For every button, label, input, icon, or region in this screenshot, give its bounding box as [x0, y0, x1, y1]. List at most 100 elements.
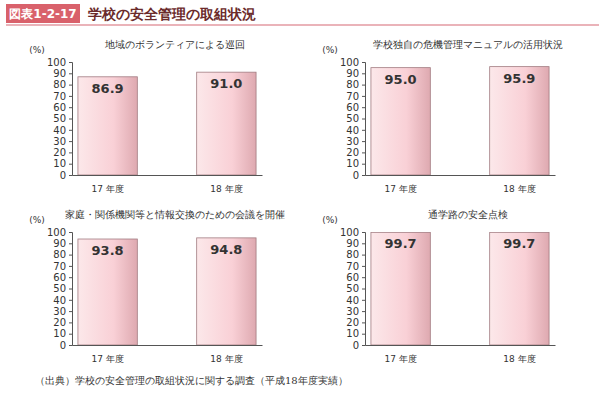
y-tick-mark	[69, 85, 72, 86]
y-tick-mark	[69, 266, 72, 267]
y-tick-label: 40	[53, 295, 66, 306]
y-tick-label: 30	[346, 306, 359, 317]
chart-title: 地域のボランティアによる巡回	[104, 39, 245, 50]
y-tick-mark	[362, 266, 365, 267]
y-tick-label: 40	[346, 295, 359, 306]
y-tick: 10	[53, 158, 72, 169]
y-tick: 50	[346, 283, 365, 294]
y-tick-label: 90	[53, 238, 66, 249]
y-tick-label: 90	[346, 238, 359, 249]
y-tick-mark	[362, 255, 365, 256]
y-tick-mark	[362, 277, 365, 278]
y-tick: 100	[340, 57, 365, 68]
chart: 通学路の安全点検(%)010203040506070809010017 年度18…	[322, 209, 555, 364]
data-label: 99.7	[503, 236, 535, 251]
y-tick-mark	[362, 73, 365, 74]
chart: 地域のボランティアによる巡回(%)01020304050607080901001…	[29, 39, 262, 194]
data-label: 86.9	[92, 81, 124, 96]
y-tick-label: 0	[353, 340, 359, 351]
y-tick: 80	[53, 79, 72, 90]
data-label: 99.7	[385, 236, 417, 251]
y-tick: 30	[53, 136, 72, 147]
y-tick-label: 90	[346, 68, 359, 79]
y-tick-mark	[362, 141, 365, 142]
y-tick: 20	[53, 147, 72, 158]
y-tick: 20	[346, 317, 365, 328]
y-tick: 10	[346, 328, 365, 339]
chart-title: 通学路の安全点検	[428, 209, 508, 220]
y-tick: 30	[346, 136, 365, 147]
y-tick-label: 30	[346, 136, 359, 147]
x-tick-label: 18 年度	[503, 184, 535, 194]
y-tick: 40	[53, 295, 72, 306]
y-tick-label: 50	[53, 283, 66, 294]
header-title: 学校の安全管理の取組状況	[88, 6, 256, 22]
y-axis-line	[69, 63, 73, 176]
x-axis-line	[366, 175, 556, 176]
y-axis: 0102030405060708090100	[340, 57, 366, 181]
y-tick-mark	[69, 277, 72, 278]
y-tick-mark	[362, 175, 365, 176]
x-tick-label: 18 年度	[210, 354, 242, 364]
y-tick-mark	[362, 311, 365, 312]
plot-area	[371, 67, 549, 175]
y-tick: 20	[346, 147, 365, 158]
y-tick: 30	[53, 306, 72, 317]
y-axis: 0102030405060708090100	[47, 227, 73, 351]
y-tick-label: 50	[346, 113, 359, 124]
header-badge	[6, 4, 80, 23]
y-tick-label: 100	[340, 227, 359, 238]
x-axis: 17 年度 18 年度	[73, 346, 263, 364]
plot-area	[78, 238, 256, 345]
y-tick-label: 60	[346, 102, 359, 113]
y-tick-label: 60	[53, 102, 66, 113]
x-tick-label: 17 年度	[91, 354, 123, 364]
y-tick-mark	[69, 289, 72, 290]
x-tick-label: 18 年度	[210, 184, 242, 194]
y-tick-label: 20	[53, 317, 66, 328]
y-tick-label: 20	[53, 147, 66, 158]
y-tick: 60	[346, 272, 365, 283]
data-labels: 93.894.8	[92, 242, 243, 258]
y-tick-label: 70	[346, 91, 359, 102]
y-tick-label: 90	[53, 68, 66, 79]
data-label: 95.9	[503, 71, 535, 86]
y-tick-mark	[362, 130, 365, 131]
y-tick-label: 10	[346, 158, 359, 169]
y-tick-label: 50	[346, 283, 359, 294]
y-tick-label: 60	[53, 272, 66, 283]
y-tick: 0	[353, 170, 365, 181]
bar	[78, 239, 137, 345]
y-tick-mark	[69, 322, 72, 323]
x-axis-line	[366, 345, 556, 346]
x-tick: 17 年度	[91, 184, 123, 194]
y-tick-mark	[69, 73, 72, 74]
data-label: 93.8	[92, 243, 124, 258]
y-tick: 20	[53, 317, 72, 328]
y-tick-mark	[362, 164, 365, 165]
x-tick-label: 17 年度	[91, 184, 123, 194]
y-tick-mark	[69, 300, 72, 301]
y-tick-mark	[362, 300, 365, 301]
y-tick: 50	[53, 283, 72, 294]
y-tick-mark	[69, 62, 72, 63]
y-tick: 70	[53, 91, 72, 102]
x-tick: 18 年度	[210, 354, 242, 364]
y-tick-label: 100	[47, 227, 66, 238]
x-tick: 17 年度	[384, 354, 416, 364]
y-tick-mark	[69, 345, 72, 346]
y-tick: 50	[53, 113, 72, 124]
y-tick-mark	[69, 107, 72, 108]
y-tick-label: 80	[346, 79, 359, 90]
y-axis-label: (%)	[29, 45, 45, 55]
y-tick: 0	[353, 340, 365, 351]
y-axis-line	[362, 233, 366, 346]
x-tick-label: 18 年度	[503, 354, 535, 364]
y-tick-mark	[362, 107, 365, 108]
y-tick-label: 0	[353, 170, 359, 181]
x-tick-label: 17 年度	[384, 184, 416, 194]
header-rule	[6, 24, 599, 26]
data-labels: 95.095.9	[385, 71, 536, 87]
y-tick-label: 80	[53, 249, 66, 260]
y-tick-mark	[362, 96, 365, 97]
